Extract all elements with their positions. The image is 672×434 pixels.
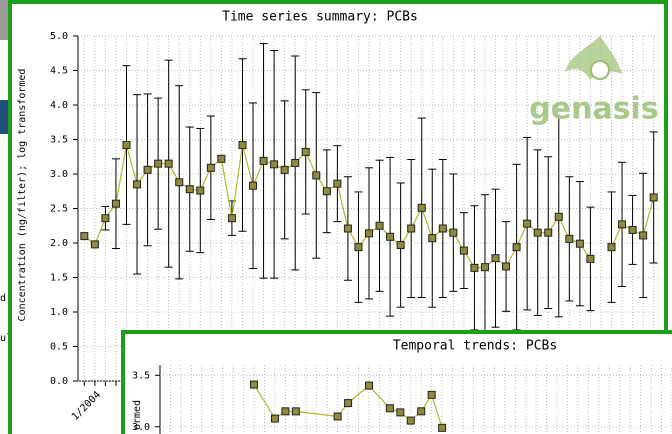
logo-text: genasis bbox=[529, 92, 658, 127]
marker bbox=[196, 186, 205, 195]
window-frame bbox=[121, 330, 672, 434]
y-tick-label: 3.5 bbox=[50, 135, 68, 146]
marker bbox=[375, 221, 384, 230]
marker bbox=[111, 199, 120, 208]
marker bbox=[270, 160, 279, 169]
marker bbox=[628, 225, 637, 234]
marker bbox=[586, 254, 595, 263]
marker bbox=[322, 187, 331, 196]
y-tick-label: 4.5 bbox=[50, 66, 68, 77]
marker bbox=[281, 407, 290, 416]
marker bbox=[250, 380, 259, 389]
marker bbox=[396, 408, 405, 417]
marker bbox=[291, 158, 300, 167]
y-tick-label: 2.5 bbox=[50, 204, 68, 215]
sidebar-gray bbox=[0, 0, 10, 40]
marker bbox=[607, 243, 616, 252]
y-tick-label: 3.0 bbox=[50, 169, 68, 180]
marker bbox=[365, 229, 373, 238]
marker bbox=[206, 163, 215, 172]
marker bbox=[575, 239, 584, 248]
marker bbox=[249, 181, 258, 190]
logo: genasis bbox=[529, 36, 659, 127]
marker bbox=[101, 214, 110, 223]
marker bbox=[238, 141, 247, 150]
y-axis-label: ormed bbox=[132, 400, 143, 430]
marker bbox=[90, 240, 99, 249]
marker bbox=[544, 228, 553, 237]
y-tick-label: 1.0 bbox=[50, 307, 68, 318]
marker bbox=[143, 165, 152, 174]
marker bbox=[428, 234, 437, 243]
marker bbox=[80, 232, 89, 241]
marker bbox=[312, 171, 321, 180]
marker bbox=[185, 185, 194, 194]
y-tick-label: 1.5 bbox=[50, 273, 68, 284]
marker bbox=[259, 156, 268, 165]
marker bbox=[502, 262, 511, 271]
marker bbox=[333, 179, 342, 188]
chart-title: Temporal trends: PCBs bbox=[393, 339, 557, 354]
logo-globe bbox=[590, 60, 610, 80]
marker bbox=[344, 399, 353, 408]
marker bbox=[533, 228, 542, 237]
marker bbox=[407, 224, 416, 233]
marker bbox=[270, 414, 279, 423]
marker bbox=[364, 381, 373, 390]
marker bbox=[417, 407, 426, 416]
y-tick-label: 2.0 bbox=[50, 238, 68, 249]
marker bbox=[427, 390, 436, 399]
marker bbox=[417, 203, 426, 212]
marker bbox=[449, 228, 458, 237]
marker bbox=[565, 234, 574, 243]
y-tick-label: 3.5 bbox=[132, 370, 150, 381]
marker bbox=[343, 224, 352, 233]
marker bbox=[386, 232, 395, 241]
marker bbox=[164, 159, 173, 168]
y-tick-label: 3.0 bbox=[132, 422, 150, 433]
marker bbox=[280, 165, 289, 174]
y-tick-label: 5.0 bbox=[50, 31, 68, 42]
marker bbox=[639, 231, 648, 240]
marker bbox=[480, 263, 489, 272]
marker bbox=[523, 219, 532, 228]
y-axis-label: Concentration (ng/filter); log transform… bbox=[17, 69, 28, 322]
chart-title: Time series summary: PCBs bbox=[222, 10, 418, 25]
marker bbox=[396, 241, 405, 250]
marker bbox=[438, 423, 447, 432]
marker bbox=[470, 263, 479, 272]
marker bbox=[385, 404, 394, 413]
fragment: ul bbox=[0, 333, 12, 344]
marker bbox=[554, 212, 563, 221]
y-tick-label: 4.0 bbox=[50, 100, 68, 111]
marker bbox=[491, 254, 500, 263]
marker bbox=[227, 214, 236, 223]
marker bbox=[133, 180, 142, 189]
marker bbox=[354, 243, 363, 252]
sidebar-blue bbox=[0, 100, 10, 134]
y-tick-label: 0.5 bbox=[50, 342, 68, 353]
marker bbox=[333, 412, 342, 421]
y-tick-label: 0.0 bbox=[50, 376, 68, 387]
marker bbox=[459, 246, 468, 255]
marker bbox=[217, 154, 226, 163]
marker bbox=[154, 159, 163, 168]
marker bbox=[438, 224, 447, 233]
marker bbox=[301, 147, 310, 156]
marker bbox=[618, 220, 627, 229]
marker bbox=[175, 178, 184, 187]
marker bbox=[512, 243, 521, 252]
marker bbox=[291, 407, 300, 416]
marker bbox=[406, 416, 415, 425]
marker bbox=[649, 193, 658, 202]
marker bbox=[122, 141, 131, 150]
